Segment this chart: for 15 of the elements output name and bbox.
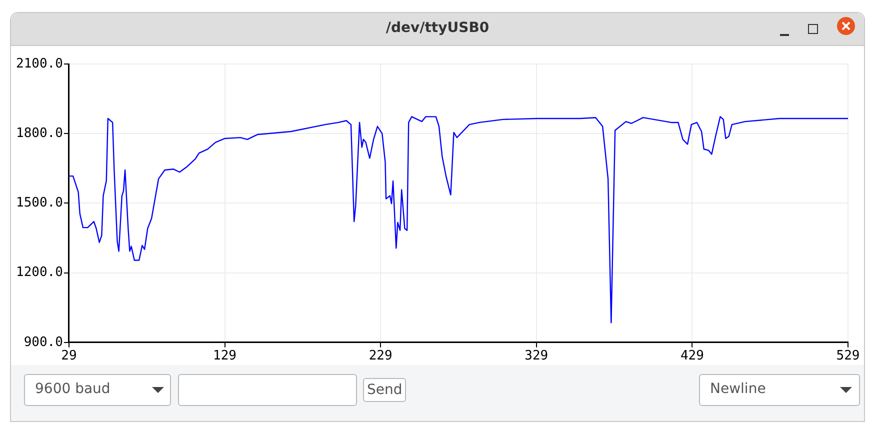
x-tick-label: 529	[836, 348, 860, 364]
text: 9600 baud	[24, 374, 171, 406]
chart-title: /dev/ttyUSB0	[384, 20, 490, 36]
text: Send	[363, 378, 406, 402]
y-tick-label: 1800.0	[16, 126, 63, 141]
text: Newline	[699, 374, 860, 406]
x-tick-label: 229	[368, 348, 392, 364]
y-tick-label: 2100.0	[16, 56, 63, 72]
y-tick-label: 900.0	[24, 334, 63, 350]
y-tick-label: 1500.0	[16, 196, 63, 211]
y-tick-label: 1200.0	[16, 265, 63, 280]
x-tick-label: 429	[680, 348, 704, 364]
x-tick-label: 129	[213, 348, 237, 364]
x-tick-label: 329	[524, 348, 548, 364]
x-tick-label: 29	[61, 348, 77, 364]
